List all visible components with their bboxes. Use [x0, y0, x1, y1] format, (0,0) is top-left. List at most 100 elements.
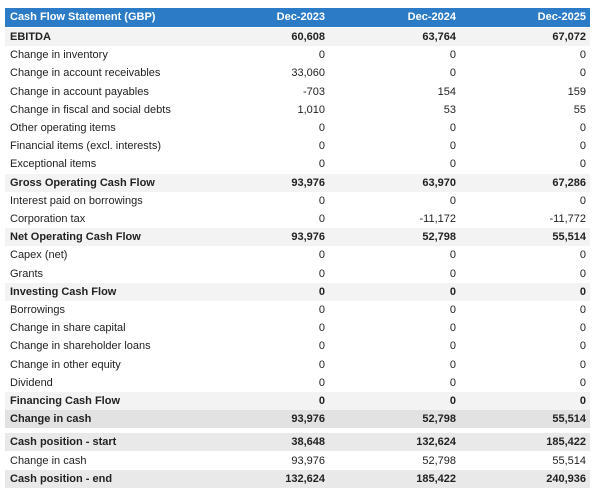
value-cell: -11,172	[419, 213, 457, 225]
value-cell: 0	[449, 122, 456, 134]
value-cell: 0	[449, 140, 456, 153]
table-row: Cash position - start 38,648 132,624 185,42…	[5, 433, 590, 452]
table-row: Change in inventory 0 0 0	[5, 46, 590, 64]
value-cell: 0	[579, 249, 586, 262]
label-cell: Change in fiscal and social debts	[10, 103, 171, 116]
value-cell: 67,286	[552, 176, 586, 189]
label-cell: Change in other equity	[10, 358, 121, 371]
value-cell: 93,976	[291, 413, 325, 426]
label-cell: Change in shareholder loans	[10, 340, 151, 353]
label-cell: Change in cash	[10, 454, 87, 467]
value-cell: 154	[437, 85, 456, 98]
label-cell: Corporation tax	[10, 213, 86, 225]
value-cell: 0	[318, 376, 325, 389]
value-cell: 0	[449, 376, 456, 389]
table-row: Change in cash 93,976 52,798 55,514	[5, 452, 590, 470]
table-row: Dividend 0 0 0	[5, 374, 590, 392]
value-cell: 0	[318, 358, 325, 371]
value-cell: 38,648	[291, 436, 325, 449]
value-cell: 0	[579, 304, 586, 316]
value-cell: 60,608	[291, 31, 325, 43]
label-cell: Interest paid on borrowings	[10, 194, 143, 207]
header-row: Cash Flow Statement (GBP) Dec-2023 Dec-202…	[5, 8, 590, 27]
value-cell: 0	[318, 122, 325, 134]
label-cell: Capex (net)	[10, 249, 68, 262]
value-cell: 0	[318, 267, 325, 280]
value-cell: Dec-2023	[276, 11, 325, 23]
label-cell: Change in inventory	[10, 49, 108, 62]
label-cell: Grants	[10, 267, 44, 280]
table-row: Change in shareholder loans 0 0 0	[5, 337, 590, 355]
table-row: Other operating items 0 0 0	[5, 119, 590, 137]
label-cell: EBITDA	[10, 31, 51, 43]
table-row: EBITDA 60,608 63,764 67,072	[5, 28, 590, 46]
value-cell: 63,970	[422, 176, 456, 189]
value-cell: 93,976	[291, 231, 325, 244]
value-cell: 0	[579, 49, 586, 62]
table-row: Interest paid on borrowings 0 0 0	[5, 192, 590, 210]
table-row: Change in other equity 0 0 0	[5, 356, 590, 374]
table-row: Grants 0 0 0	[5, 265, 590, 283]
value-cell: 0	[318, 395, 325, 407]
label-cell: Financing Cash Flow	[10, 395, 121, 407]
value-cell: 52,798	[422, 454, 456, 467]
value-cell: 93,976	[291, 454, 325, 467]
table-row: Change in cash 93,976 52,798 55,514	[5, 410, 590, 429]
table-row: Financing Cash Flow 0 0 0	[5, 392, 590, 410]
label-cell: Other operating items	[10, 122, 116, 134]
value-cell: 0	[449, 267, 456, 280]
value-cell: 132,624	[285, 472, 325, 485]
value-cell: -11,772	[549, 213, 587, 225]
value-cell: 1,010	[297, 103, 325, 116]
value-cell: 55,514	[552, 413, 586, 426]
label-cell: Cash Flow Statement (GBP)	[10, 11, 156, 23]
value-cell: 55,514	[552, 454, 586, 467]
value-cell: 0	[449, 358, 456, 371]
value-cell: 52,798	[422, 231, 456, 244]
value-cell: 0	[318, 140, 325, 153]
value-cell: 0	[318, 194, 325, 207]
table-row: Corporation tax 0 -11,172 -11,772	[5, 210, 590, 228]
value-cell: Dec-2024	[407, 11, 456, 23]
label-cell: Change in account receivables	[10, 67, 161, 80]
table-row: Cash position - end 132,624 185,422 240,936	[5, 469, 590, 488]
value-cell: 0	[449, 304, 456, 316]
table-row: Borrowings 0 0 0	[5, 301, 590, 319]
value-cell: 0	[579, 285, 586, 298]
table-row: Change in account receivables 33,060 0 0	[5, 64, 590, 82]
value-cell: 0	[449, 395, 456, 407]
value-cell: -703	[302, 85, 325, 98]
value-cell: 55	[573, 103, 586, 116]
value-cell: 0	[318, 49, 325, 62]
value-cell: 0	[318, 322, 325, 335]
value-cell: 33,060	[291, 67, 325, 80]
value-cell: 0	[449, 322, 456, 335]
value-cell: 185,422	[546, 436, 586, 449]
label-cell: Borrowings	[10, 304, 66, 316]
value-cell: 0	[579, 376, 586, 389]
label-cell: Net Operating Cash Flow	[10, 231, 141, 244]
value-cell: 67,072	[552, 31, 586, 43]
label-cell: Change in account payables	[10, 85, 149, 98]
label-cell: Cash position - start	[10, 436, 117, 449]
value-cell: 0	[449, 249, 456, 262]
value-cell: 0	[579, 358, 586, 371]
value-cell: 0	[579, 140, 586, 153]
value-cell: 0	[318, 285, 325, 298]
value-cell: 55,514	[552, 231, 586, 244]
value-cell: Dec-2025	[537, 11, 586, 23]
label-cell: Dividend	[10, 376, 53, 389]
value-cell: 53	[443, 103, 456, 116]
table-row: Exceptional items 0 0 0	[5, 155, 590, 173]
value-cell: 93,976	[291, 176, 325, 189]
value-cell: 0	[449, 340, 456, 353]
value-cell: 52,798	[422, 413, 456, 426]
value-cell: 0	[579, 194, 586, 207]
value-cell: 0	[579, 395, 586, 407]
value-cell: 0	[579, 122, 586, 134]
value-cell: 0	[318, 340, 325, 353]
value-cell: 0	[449, 158, 456, 171]
label-cell: Change in share capital	[10, 322, 126, 335]
label-cell: Financial items (excl. interests)	[10, 140, 161, 153]
